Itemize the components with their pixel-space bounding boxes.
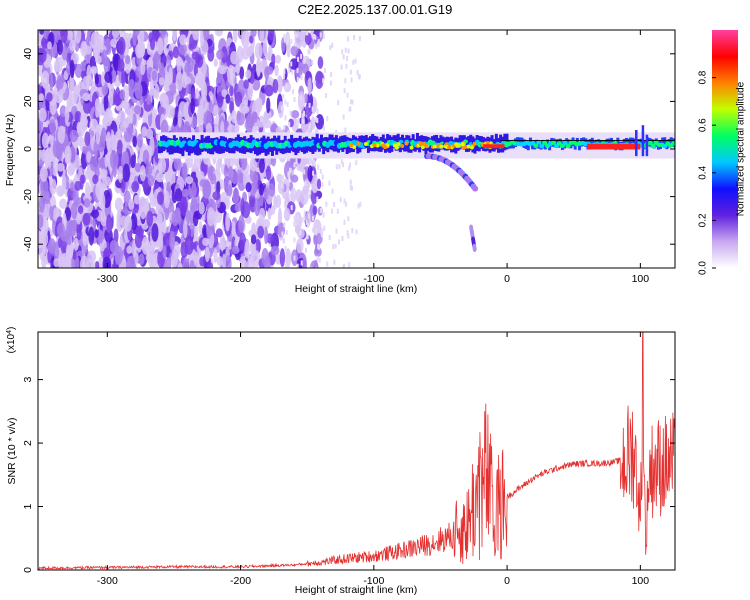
x-axis-label: Height of straight line (km) bbox=[295, 584, 418, 596]
y-tick-label: 20 bbox=[22, 95, 34, 107]
y-tick-label: 2 bbox=[22, 440, 34, 446]
plot2-frame bbox=[37, 331, 676, 571]
snr-layer bbox=[38, 332, 675, 570]
x-tick-label: -300 bbox=[97, 575, 118, 587]
y-tick-label: -40 bbox=[22, 236, 34, 251]
spike-2 bbox=[645, 134, 649, 157]
colorbar-tick-label: 0.6 bbox=[698, 118, 709, 132]
y-tick-label: 40 bbox=[22, 48, 34, 60]
x-tick-label: -100 bbox=[363, 575, 384, 587]
x-tick-label: 100 bbox=[632, 575, 650, 587]
colorbar bbox=[712, 30, 738, 268]
spike-1 bbox=[641, 125, 645, 157]
colorbar-tick-label: 0.2 bbox=[698, 213, 709, 227]
y-tick-label: 3 bbox=[22, 377, 34, 383]
colorbar-tick-label: 0.0 bbox=[698, 261, 709, 275]
x-tick-label: 0 bbox=[504, 273, 510, 285]
spike-0 bbox=[635, 129, 638, 157]
high-amplitude-spot bbox=[483, 144, 505, 149]
x-tick-label: -100 bbox=[363, 273, 384, 285]
y-axis-label: SNR (10 * v/v) bbox=[6, 417, 18, 484]
colorbar-tick-label: 0.4 bbox=[698, 165, 709, 179]
heatmap-layer bbox=[38, 30, 675, 268]
x-axis-label: Height of straight line (km) bbox=[295, 283, 418, 295]
branch bbox=[424, 153, 479, 252]
main-band bbox=[157, 125, 675, 159]
y-axis-label: Frequency (Hz) bbox=[4, 114, 16, 186]
x-tick-label: -200 bbox=[230, 273, 251, 285]
chart-title: C2E2.2025.137.00.01.G19 bbox=[297, 2, 453, 17]
y-tick-label: 1 bbox=[22, 503, 34, 509]
y-tick-label: 0 bbox=[22, 567, 34, 573]
y-tick-label: 0 bbox=[22, 146, 34, 152]
high-amplitude-segment bbox=[587, 143, 641, 150]
x-tick-label: -300 bbox=[97, 273, 118, 285]
colorbar-label: Normalized spectral amplitude bbox=[736, 81, 747, 216]
snr-series-line bbox=[38, 332, 675, 570]
x-tick-label: 100 bbox=[632, 273, 650, 285]
x-tick-label: 0 bbox=[504, 575, 510, 587]
y-tick-label: -20 bbox=[22, 189, 34, 204]
x-tick-label: -200 bbox=[230, 575, 251, 587]
y-scale-label: (x104) bbox=[6, 327, 18, 354]
colorbar-tick-label: 0.8 bbox=[698, 70, 709, 84]
